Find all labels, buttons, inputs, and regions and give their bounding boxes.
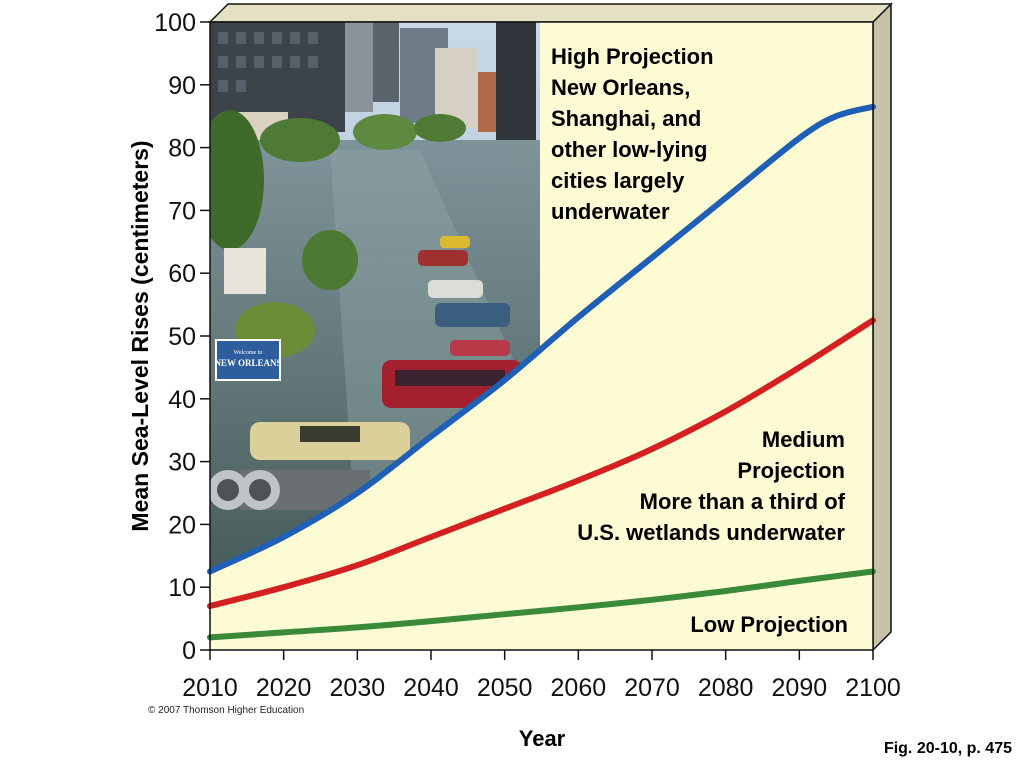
y-tick-label: 30	[168, 449, 196, 477]
ann-medium-line: Projection	[737, 458, 845, 483]
x-tick-label: 2020	[256, 674, 312, 702]
x-tick-label: 2060	[551, 674, 607, 702]
x-axis: 2010 2020 2030 2040 2050 2060 2070 2080 2090 2100	[182, 650, 901, 702]
y-tick-label: 60	[168, 260, 196, 288]
series-line-medium	[207, 317, 876, 609]
ann-high-line: High Projection	[551, 44, 714, 69]
ann-medium-line: More than a third of	[640, 489, 846, 514]
x-tick-label: 2010	[182, 674, 238, 702]
x-tick-label: 2080	[698, 674, 754, 702]
y-tick-label: 0	[182, 637, 196, 665]
new-orleans-sign	[215, 339, 281, 381]
figure-reference: Fig. 20-10, p. 475	[883, 740, 1012, 757]
ann-high-line: Shanghai, and	[551, 106, 701, 131]
series-line-low	[207, 568, 876, 641]
y-tick-label: 70	[168, 197, 196, 225]
y-axis: 0 10 20 30 40 50 60 70 80 90 100	[154, 9, 210, 665]
y-tick-label: 50	[168, 323, 196, 351]
ann-high-line: other low-lying	[551, 137, 707, 162]
y-axis-label: Mean Sea-Level Rises (centimeters)	[127, 140, 153, 531]
x-tick-label: 2100	[845, 674, 901, 702]
annotation-high: High Projection New Orleans, Shanghai, and…	[551, 44, 714, 224]
y-tick-label: 90	[168, 72, 196, 100]
x-tick-label: 2090	[772, 674, 828, 702]
ann-high-line: underwater	[551, 199, 670, 224]
x-tick-label: 2070	[624, 674, 680, 702]
copyright-notice: © 2007 Thomson Higher Education	[148, 705, 305, 716]
annotation-medium: Medium Projection More than a third of U.S.…	[577, 427, 845, 545]
y-tick-label: 20	[168, 511, 196, 539]
x-tick-label: 2040	[403, 674, 459, 702]
chart-top-panel	[208, 3, 893, 23]
chart-side-panel	[872, 2, 892, 652]
ann-medium-line: Medium	[762, 427, 845, 452]
y-tick-label: 10	[168, 574, 196, 602]
x-tick-label: 2050	[477, 674, 533, 702]
x-axis-label: Year	[518, 726, 566, 751]
y-tick-label: 100	[154, 9, 196, 37]
ann-high-line: New Orleans,	[551, 75, 690, 100]
annotation-low: Low Projection	[690, 612, 848, 637]
y-tick-label: 80	[168, 135, 196, 163]
sign-line-city: NEW ORLEANS	[214, 358, 281, 368]
ann-low-line: Low Projection	[690, 612, 848, 637]
series-line-high	[207, 103, 876, 575]
y-tick-label: 40	[168, 386, 196, 414]
x-tick-label: 2030	[330, 674, 386, 702]
ann-high-line: cities largely	[551, 168, 685, 193]
ann-medium-line: U.S. wetlands underwater	[577, 520, 845, 545]
sign-line-welcome: Welcome to	[234, 350, 263, 356]
